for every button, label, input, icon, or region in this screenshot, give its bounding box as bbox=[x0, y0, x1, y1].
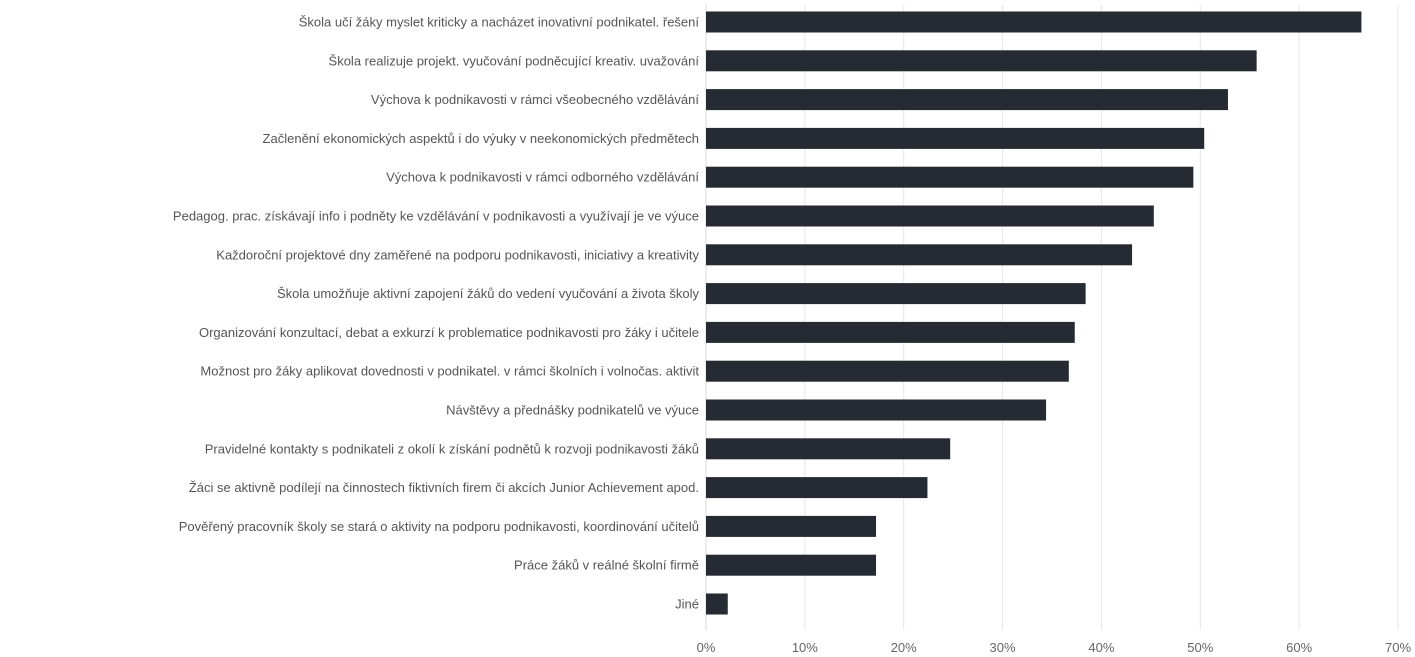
category-label: Začlenění ekonomických aspektů i do výuk… bbox=[263, 131, 699, 146]
category-label: Každoroční projektové dny zaměřené na po… bbox=[216, 247, 699, 262]
bar bbox=[706, 166, 1194, 188]
x-tick-label: 50% bbox=[1187, 640, 1213, 655]
x-tick-label: 40% bbox=[1088, 640, 1114, 655]
bar bbox=[706, 321, 1075, 343]
bar bbox=[706, 554, 877, 576]
bar bbox=[706, 360, 1069, 382]
category-label: Organizování konzultací, debat a exkurzí… bbox=[199, 325, 699, 340]
x-tick-label: 30% bbox=[990, 640, 1016, 655]
bar bbox=[706, 244, 1133, 266]
x-tick-label: 0% bbox=[697, 640, 716, 655]
bar bbox=[706, 205, 1154, 227]
category-label: Pravidelné kontakty s podnikateli z okol… bbox=[205, 441, 699, 456]
bar bbox=[706, 11, 1362, 33]
x-tick-labels: 0% 10% 20% 30% 40% 50% 60% 70% bbox=[697, 640, 1412, 655]
category-label: Výchova k podnikavosti v rámci všeobecné… bbox=[371, 92, 699, 107]
category-label: Jiné bbox=[675, 597, 699, 612]
category-label: Žáci se aktivně podílejí na činnostech f… bbox=[189, 480, 699, 495]
bar bbox=[706, 89, 1228, 111]
category-label: Výchova k podnikavosti v rámci odborného… bbox=[386, 170, 699, 185]
category-label: Škola učí žáky myslet kriticky a nacháze… bbox=[299, 15, 700, 30]
bar bbox=[706, 127, 1205, 149]
x-tick-label: 20% bbox=[891, 640, 917, 655]
x-tick-label: 10% bbox=[792, 640, 818, 655]
bar bbox=[706, 593, 728, 615]
category-label: Práce žáků v reálné školní firmě bbox=[514, 558, 699, 573]
category-label: Možnost pro žáky aplikovat dovednosti v … bbox=[200, 364, 699, 379]
bars bbox=[706, 11, 1362, 615]
category-label: Škola realizuje projekt. vyučování podně… bbox=[329, 53, 700, 68]
bar bbox=[706, 438, 951, 460]
category-label: Pedagog. prac. získávají info i podněty … bbox=[173, 209, 699, 224]
bar bbox=[706, 477, 928, 499]
bar bbox=[706, 50, 1257, 72]
category-label: Návštěvy a přednášky podnikatelů ve výuc… bbox=[446, 403, 699, 418]
bar bbox=[706, 283, 1086, 305]
x-tick-label: 60% bbox=[1286, 640, 1312, 655]
bar bbox=[706, 515, 877, 537]
category-labels: Škola učí žáky myslet kriticky a nacháze… bbox=[173, 15, 700, 612]
category-label: Škola umožňuje aktivní zapojení žáků do … bbox=[277, 286, 700, 301]
bar bbox=[706, 399, 1047, 421]
category-label: Pověřený pracovník školy se stará o akti… bbox=[179, 519, 699, 534]
x-tick-label: 70% bbox=[1385, 640, 1411, 655]
